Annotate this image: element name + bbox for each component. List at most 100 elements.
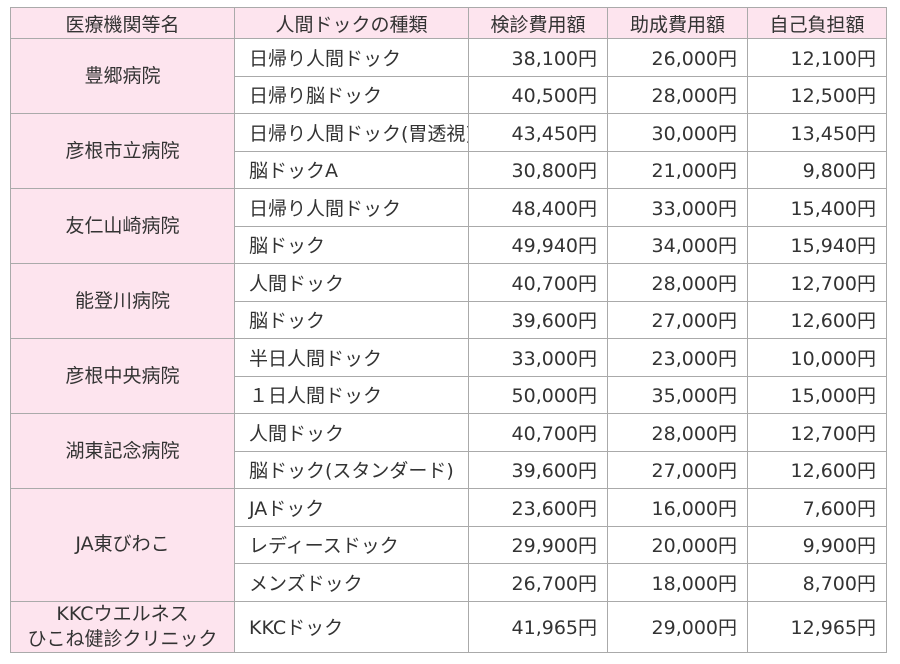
exam-fee-cell: 39,600円 — [468, 450, 608, 489]
self-pay-cell: 8,700円 — [747, 563, 887, 602]
exam-fee-cell: 40,700円 — [468, 263, 608, 302]
table-row: メンズドック 26,700円 18,000円 8,700円 — [11, 563, 887, 602]
table-row: 能登川病院 人間ドック 40,700円 28,000円 12,700円 — [10, 263, 887, 339]
self-pay-cell: 12,600円 — [747, 450, 887, 489]
table-row: １日人間ドック 50,000円 35,000円 15,000円 — [11, 375, 887, 414]
table-header-row: 医療機関等名 人間ドックの種類 検診費用額 助成費用額 自己負担額 — [10, 7, 887, 39]
self-pay-cell: 15,400円 — [747, 188, 887, 227]
hospital-name-line: 湖東記念病院 — [65, 439, 180, 462]
dock-type-cell: 脳ドック — [234, 225, 469, 264]
table-row: 彦根中央病院 半日人間ドック 33,000円 23,000円 10,000円 — [10, 338, 887, 414]
subsidy-cell: 33,000円 — [607, 188, 748, 227]
exam-fee-cell: 30,800円 — [468, 150, 608, 189]
dock-type-cell: 人間ドック — [234, 413, 469, 452]
self-pay-cell: 12,500円 — [747, 75, 887, 114]
header-exam-fee: 検診費用額 — [468, 7, 608, 39]
self-pay-cell: 12,600円 — [747, 300, 887, 339]
hospital-name-line: KKCウエルネス — [56, 602, 189, 625]
exam-fee-cell: 26,700円 — [468, 563, 608, 602]
subsidy-cell: 27,000円 — [607, 450, 748, 489]
subsidy-cell: 21,000円 — [607, 150, 748, 189]
hospital-name-line: 彦根市立病院 — [65, 139, 180, 162]
hospital-name-cell: KKCウエルネス ひこね健診クリニック — [10, 600, 235, 653]
header-subsidy: 助成費用額 — [607, 7, 748, 39]
table-row: 湖東記念病院 人間ドック 40,700円 28,000円 12,700円 — [10, 413, 887, 489]
subsidy-cell: 28,000円 — [607, 75, 748, 114]
header-hospital: 医療機関等名 — [10, 7, 235, 39]
subsidy-cell: 35,000円 — [607, 375, 748, 414]
dock-type-cell: メンズドック — [234, 563, 469, 602]
exam-fee-cell: 48,400円 — [468, 188, 608, 227]
subsidy-cell: 20,000円 — [607, 525, 748, 564]
exam-fee-cell: 29,900円 — [468, 525, 608, 564]
hospital-name-line: ひこね健診クリニック — [27, 627, 218, 650]
table-row: 豊郷病院 日帰り人間ドック 38,100円 26,000円 12,100円 — [10, 38, 887, 114]
hospital-name-line: JA東びわこ — [75, 533, 170, 556]
exam-fee-cell: 38,100円 — [468, 38, 608, 77]
subsidy-cell: 30,000円 — [607, 113, 748, 152]
exam-fee-cell: 23,600円 — [468, 488, 608, 527]
table-row: 脳ドック(スタンダード) 39,600円 27,000円 12,600円 — [11, 450, 887, 489]
hospital-name-cell: 彦根市立病院 — [10, 113, 235, 189]
hospital-name-cell: 豊郷病院 — [10, 38, 235, 114]
exam-fee-cell: 50,000円 — [468, 375, 608, 414]
dock-type-cell: 日帰り人間ドック(胃透視) — [234, 113, 469, 152]
self-pay-cell: 13,450円 — [747, 113, 887, 152]
subsidy-cell: 29,000円 — [607, 600, 748, 653]
hospital-name-cell: 彦根中央病院 — [10, 338, 235, 414]
subsidy-cell: 28,000円 — [607, 413, 748, 452]
hospital-name-line: 彦根中央病院 — [65, 364, 180, 387]
table-row: 友仁山崎病院 日帰り人間ドック 48,400円 33,000円 15,400円 — [10, 188, 887, 264]
subsidy-cell: 18,000円 — [607, 563, 748, 602]
dock-type-cell: 脳ドック — [234, 300, 469, 339]
dock-type-cell: レディースドック — [234, 525, 469, 564]
header-dock-type: 人間ドックの種類 — [234, 7, 469, 39]
dock-type-cell: 脳ドックA — [234, 150, 469, 189]
self-pay-cell: 15,940円 — [747, 225, 887, 264]
hospital-name-cell: 能登川病院 — [10, 263, 235, 339]
exam-fee-cell: 33,000円 — [468, 338, 608, 377]
subsidy-cell: 34,000円 — [607, 225, 748, 264]
exam-fee-cell: 40,500円 — [468, 75, 608, 114]
dock-type-cell: 脳ドック(スタンダード) — [234, 450, 469, 489]
dock-type-cell: 人間ドック — [234, 263, 469, 302]
table-row: レディースドック 29,900円 20,000円 9,900円 — [11, 525, 887, 564]
subsidy-cell: 16,000円 — [607, 488, 748, 527]
dock-type-cell: 日帰り人間ドック — [234, 188, 469, 227]
hospital-name-line: 能登川病院 — [74, 289, 170, 312]
exam-fee-cell: 41,965円 — [468, 600, 608, 653]
self-pay-cell: 9,800円 — [747, 150, 887, 189]
hospital-name-line: 友仁山崎病院 — [65, 214, 180, 237]
self-pay-cell: 10,000円 — [747, 338, 887, 377]
self-pay-cell: 12,700円 — [747, 413, 887, 452]
dock-type-cell: １日人間ドック — [234, 375, 469, 414]
table-row: KKCウエルネス ひこね健診クリニック KKCドック 41,965円 29,000円 12… — [10, 600, 887, 653]
table-body: 豊郷病院 日帰り人間ドック 38,100円 26,000円 12,100円 日帰り脳ドック… — [10, 38, 887, 653]
subsidy-cell: 27,000円 — [607, 300, 748, 339]
self-pay-cell: 7,600円 — [747, 488, 887, 527]
dock-type-cell: KKCドック — [234, 600, 469, 653]
self-pay-cell: 15,000円 — [747, 375, 887, 414]
self-pay-cell: 12,700円 — [747, 263, 887, 302]
exam-fee-cell: 43,450円 — [468, 113, 608, 152]
self-pay-cell: 12,100円 — [747, 38, 887, 77]
dock-subsidy-table: 医療機関等名 人間ドックの種類 検診費用額 助成費用額 自己負担額 豊郷病院 日帰… — [10, 7, 887, 653]
subsidy-cell: 26,000円 — [607, 38, 748, 77]
self-pay-cell: 9,900円 — [747, 525, 887, 564]
exam-fee-cell: 49,940円 — [468, 225, 608, 264]
exam-fee-cell: 40,700円 — [468, 413, 608, 452]
hospital-name-cell: 友仁山崎病院 — [10, 188, 235, 264]
hospital-name-cell: 湖東記念病院 — [10, 413, 235, 489]
hospital-name-line: 豊郷病院 — [84, 64, 161, 87]
header-self-pay: 自己負担額 — [747, 7, 887, 39]
table-row: 脳ドックA 30,800円 21,000円 9,800円 — [11, 150, 887, 189]
subsidy-cell: 28,000円 — [607, 263, 748, 302]
dock-type-cell: 半日人間ドック — [234, 338, 469, 377]
table-row: 日帰り脳ドック 40,500円 28,000円 12,500円 — [11, 75, 887, 114]
dock-type-cell: JAドック — [234, 488, 469, 527]
self-pay-cell: 12,965円 — [747, 600, 887, 653]
table-row: JA東びわこ JAドック 23,600円 16,000円 7,600円 — [10, 488, 887, 602]
subsidy-cell: 23,000円 — [607, 338, 748, 377]
dock-type-cell: 日帰り人間ドック — [234, 38, 469, 77]
dock-type-cell: 日帰り脳ドック — [234, 75, 469, 114]
